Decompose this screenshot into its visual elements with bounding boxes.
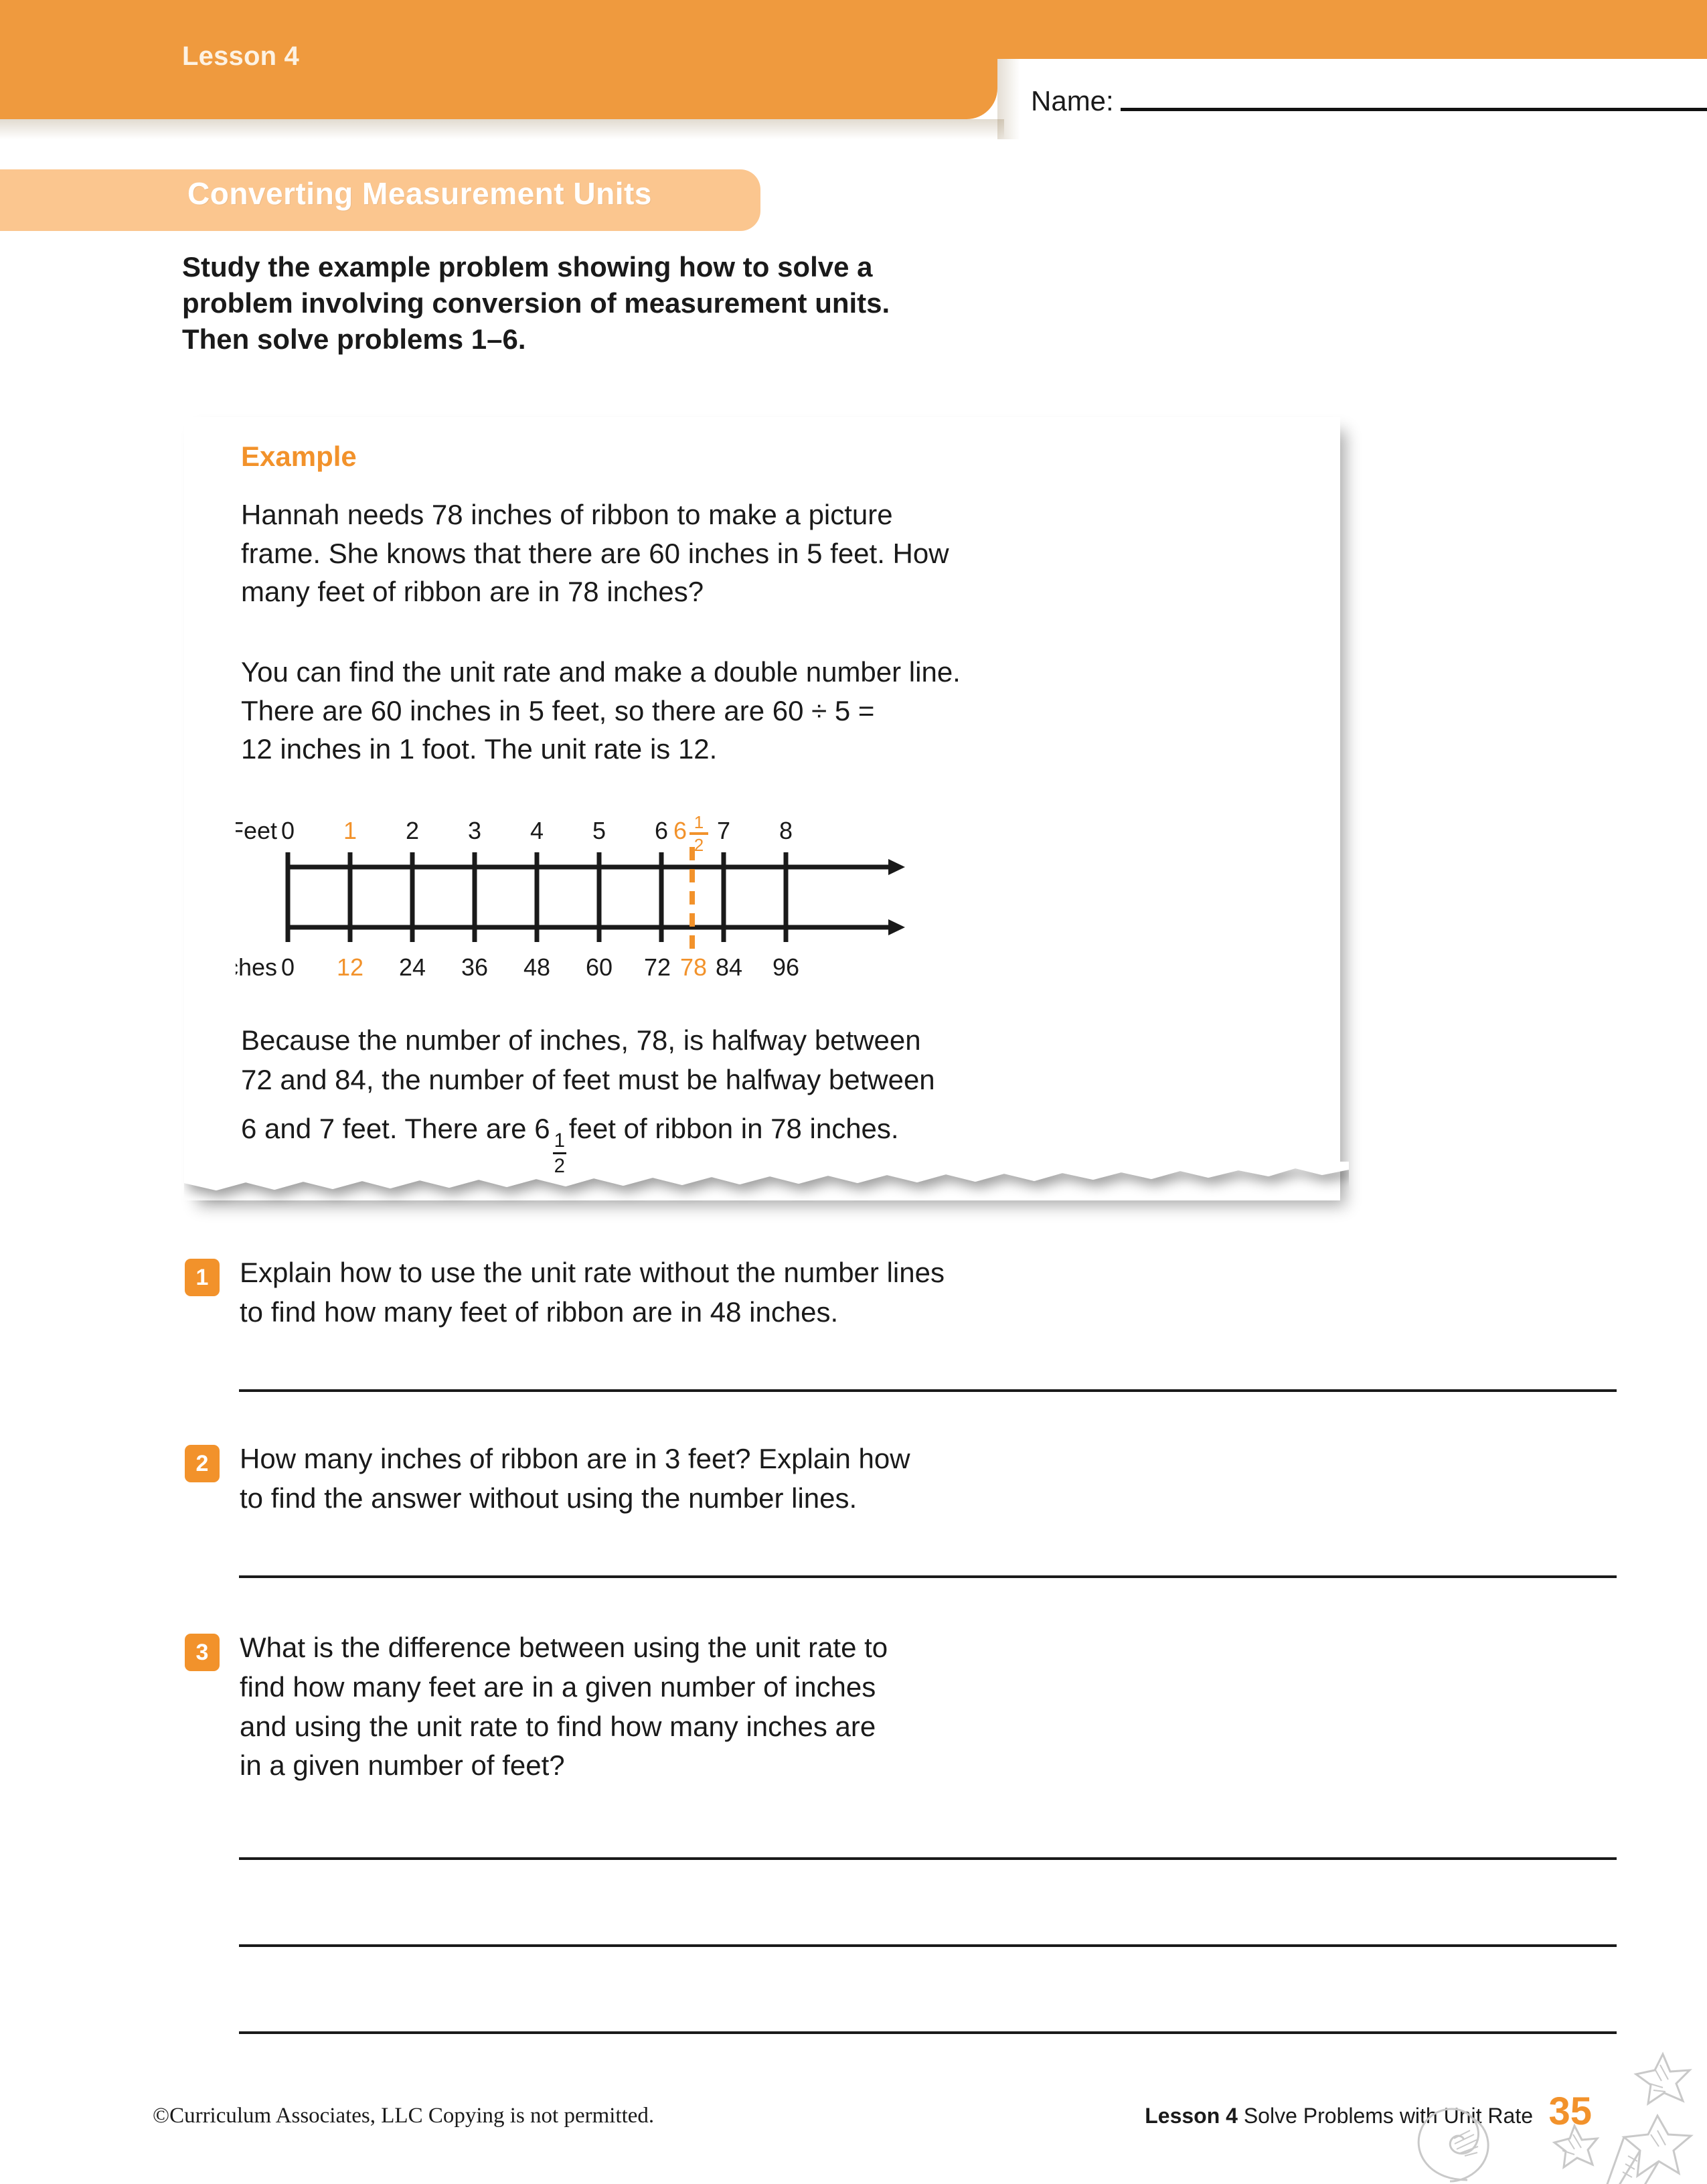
example-conclusion-line-2: 72 and 84, the number of feet must be ha…: [241, 1063, 935, 1095]
shooting-star-icon: [1606, 2113, 1694, 2184]
example-conclusion-line-1: Because the number of inches, 78, is hal…: [241, 1024, 921, 1056]
problem-3-text: What is the difference between using the…: [240, 1628, 1110, 1786]
problem-3-line-1: What is the difference between using the…: [240, 1632, 888, 1663]
problem-2-line-2: to find the answer without using the num…: [240, 1482, 858, 1514]
example-paragraph-2: You can find the unit rate and make a do…: [241, 653, 1125, 769]
title-banner-label: Converting Measurement Units: [187, 176, 652, 211]
double-number-line-diagram: Feet 0 1 2 3 4 5 6 6 1 2 7 8 Inches 0 12…: [236, 800, 905, 1008]
svg-text:24: 24: [399, 953, 426, 981]
fraction-denominator: 2: [554, 1155, 565, 1178]
conclusion-text-a: 6 and 7 feet. There are 6: [241, 1112, 550, 1144]
fraction-bar: [552, 1152, 566, 1155]
example-conclusion-line-3: 6 and 7 feet. There are 6 1 2 feet of ribbo…: [241, 1109, 1138, 1176]
problem-1-line-2: to find how many feet of ribbon are in 4…: [240, 1296, 839, 1328]
header-shadow: [0, 119, 1004, 139]
answer-line[interactable]: [239, 2031, 1617, 2034]
problem-3-line-2: find how many feet are in a given number…: [240, 1670, 876, 1703]
answer-line[interactable]: [239, 1389, 1617, 1392]
page-number: 35: [1548, 2090, 1592, 2133]
svg-text:2: 2: [694, 835, 704, 855]
example-p2-line-1: You can find the unit rate and make a do…: [241, 656, 961, 688]
svg-text:5: 5: [592, 817, 606, 844]
footer-lesson-name: Solve Problems with Unit Rate: [1243, 2104, 1533, 2128]
svg-text:6: 6: [673, 817, 687, 844]
example-paragraph-1: Hannah needs 78 inches of ribbon to make…: [241, 495, 1111, 611]
copyright-notice: ©Curriculum Associates, LLC Copying is n…: [153, 2104, 655, 2128]
marker-feet-label: 6 1 2: [673, 812, 708, 855]
svg-text:36: 36: [461, 953, 488, 981]
intro-line-1: Study the example problem showing how to…: [182, 251, 873, 283]
answer-line[interactable]: [239, 1857, 1617, 1860]
example-p2-line-3: 12 inches in 1 foot. The unit rate is 12…: [241, 733, 718, 765]
fraction-numerator: 1: [554, 1129, 565, 1152]
svg-text:7: 7: [717, 817, 730, 844]
svg-text:12: 12: [337, 953, 363, 981]
problem-1-text: Explain how to use the unit rate without…: [240, 1253, 1110, 1332]
problem-1-line-1: Explain how to use the unit rate without…: [240, 1257, 945, 1288]
svg-text:3: 3: [468, 817, 481, 844]
footer-lesson-title: Lesson 4 Solve Problems with Unit Rate: [1145, 2104, 1533, 2128]
problem-2-text: How many inches of ribbon are in 3 feet?…: [240, 1439, 1110, 1518]
svg-text:6: 6: [655, 817, 668, 844]
svg-text:48: 48: [523, 953, 550, 981]
svg-text:8: 8: [779, 817, 793, 844]
svg-text:84: 84: [716, 953, 742, 981]
example-box: [184, 417, 1340, 1200]
example-p1-line-2: frame. She knows that there are 60 inche…: [241, 537, 949, 569]
inches-axis-label: Inches: [236, 953, 277, 981]
conclusion-text-b: feet of ribbon in 78 inches.: [568, 1112, 899, 1144]
feet-axis-label: Feet: [236, 817, 277, 844]
svg-text:96: 96: [773, 953, 799, 981]
svg-text:72: 72: [644, 953, 671, 981]
intro-line-2: problem involving conversion of measurem…: [182, 287, 890, 319]
problem-1-number: 1: [185, 1259, 220, 1296]
answer-line[interactable]: [239, 1575, 1617, 1578]
intro-line-3: Then solve problems 1–6.: [182, 323, 526, 355]
svg-text:4: 4: [530, 817, 544, 844]
example-p1-line-1: Hannah needs 78 inches of ribbon to make…: [241, 499, 893, 530]
footer-lesson-bold: Lesson 4: [1145, 2104, 1238, 2128]
name-input-rule[interactable]: [1120, 108, 1707, 111]
svg-text:0: 0: [281, 817, 295, 844]
problem-3-line-4: in a given number of feet?: [240, 1749, 565, 1782]
example-p2-line-2: There are 60 inches in 5 feet, so there …: [241, 694, 875, 726]
svg-text:2: 2: [406, 817, 419, 844]
answer-line[interactable]: [239, 1944, 1617, 1947]
name-label: Name:: [1031, 85, 1114, 116]
problem-3-line-3: and using the unit rate to find how many…: [240, 1710, 876, 1742]
intro-instructions: Study the example problem showing how to…: [182, 249, 1066, 357]
example-conclusion: Because the number of inches, 78, is hal…: [241, 1021, 1138, 1176]
example-label: Example: [241, 441, 357, 472]
problem-3-number: 3: [185, 1634, 220, 1671]
star-small-upper-icon: [1633, 2051, 1692, 2106]
marker-inches-label: 78: [680, 953, 707, 981]
header-orange-block: [0, 0, 997, 119]
lesson-tag: Lesson 4: [182, 42, 299, 71]
example-p1-line-3: many feet of ribbon are in 78 inches?: [241, 576, 704, 608]
problem-2-line-1: How many inches of ribbon are in 3 feet?…: [240, 1443, 910, 1474]
svg-text:0: 0: [281, 953, 295, 981]
title-banner: [0, 169, 760, 231]
header-shadow-side: [997, 59, 1020, 139]
name-field-group: Name:: [1031, 87, 1707, 115]
svg-text:1: 1: [694, 812, 704, 832]
svg-text:1: 1: [343, 817, 357, 844]
svg-text:60: 60: [586, 953, 613, 981]
problem-2-number: 2: [185, 1445, 220, 1482]
number-line-svg: Feet 0 1 2 3 4 5 6 6 1 2 7 8 Inches 0 12…: [236, 812, 905, 981]
